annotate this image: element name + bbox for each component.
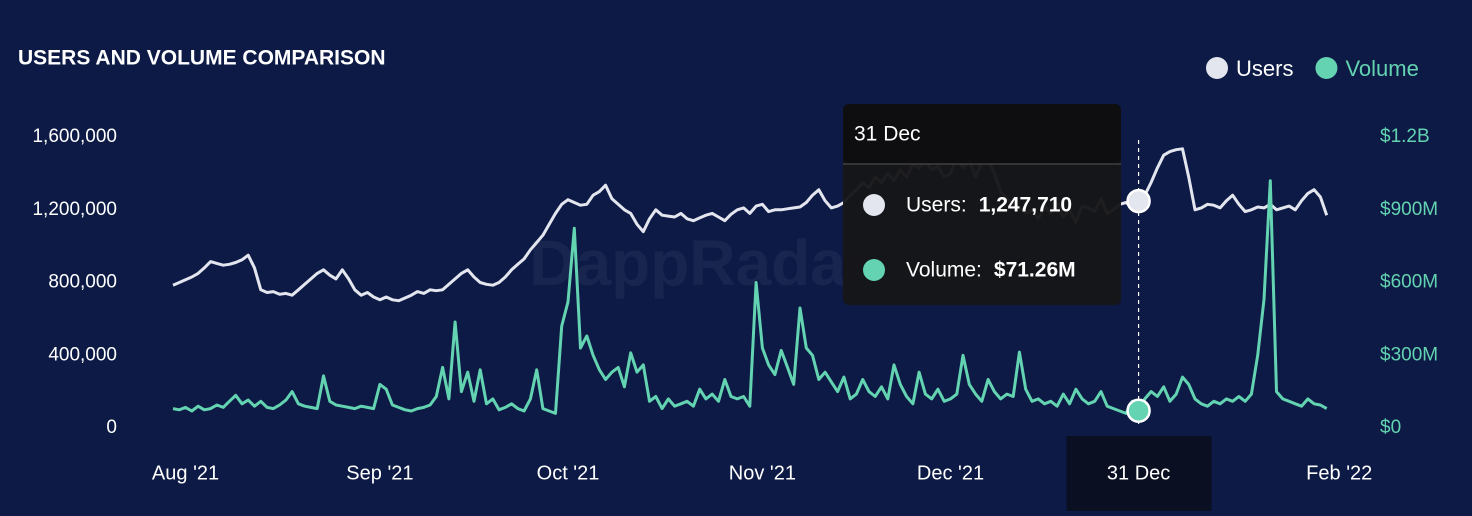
tooltip-layer: 31 Dec 31 Dec Users: 1,247,710 Volume: $71.26…: [843, 104, 1212, 511]
legend-marker: [1206, 57, 1228, 79]
x-tick-label: Aug '21: [152, 462, 219, 484]
y-tick-label: 1,600,000: [32, 126, 117, 147]
x-hover-label: 31 Dec: [1107, 462, 1170, 484]
hover-marker: [1126, 188, 1151, 214]
tooltip-title: 31 Dec: [854, 123, 921, 146]
watermark: DappRadar: [529, 227, 870, 299]
y-tick-label: 800,000: [48, 272, 117, 293]
legend-label: Volume: [1345, 56, 1418, 81]
y2-tick-label: $0: [1380, 417, 1401, 438]
x-hover-box: [1066, 436, 1212, 511]
x-tick-label: Sep '21: [346, 462, 413, 484]
y2-tick-label: $1.2B: [1380, 126, 1430, 147]
y-tick-label: 1,200,000: [32, 199, 117, 220]
y-tick-label: 400,000: [48, 344, 117, 365]
chart-title: USERS AND VOLUME COMPARISON: [18, 47, 386, 70]
tooltip-row-name: Volume:: [906, 259, 982, 282]
y-tick-label: 0: [106, 417, 117, 438]
tooltip-row-value: 1,247,710: [979, 194, 1072, 217]
tooltip-header: [843, 104, 1121, 164]
x-tick-label: Feb '22: [1306, 462, 1372, 484]
tooltip-marker: [863, 194, 885, 216]
y2-tick-label: $300M: [1380, 344, 1438, 365]
tooltip-row-value: $71.26M: [994, 259, 1076, 282]
tooltip-marker: [863, 259, 885, 281]
tooltip-row-name: Users:: [906, 194, 967, 217]
y2-tick-label: $600M: [1380, 272, 1438, 293]
x-tick-label: Oct '21: [537, 462, 600, 484]
legend-marker: [1315, 57, 1338, 79]
hover-marker: [1126, 398, 1151, 423]
y2-tick-label: $900M: [1380, 199, 1438, 220]
legend-label: Users: [1236, 56, 1293, 81]
x-tick-label: Nov '21: [729, 462, 796, 484]
x-tick-label: Dec '21: [917, 462, 984, 484]
